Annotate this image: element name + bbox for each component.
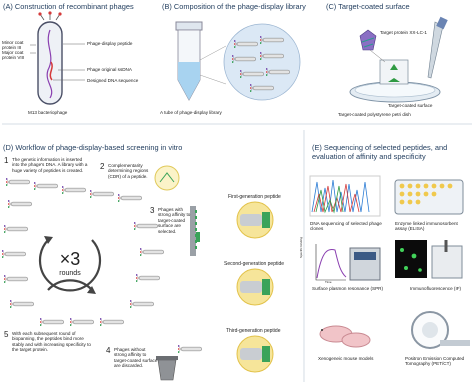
rounds-count: ×3 [59, 249, 81, 269]
phage-icon [6, 178, 30, 186]
phage-icon [136, 274, 160, 282]
axis-label: Time [325, 280, 332, 284]
phage-icon [4, 225, 28, 233]
panel-title: (C) Target-coated surface [326, 2, 410, 11]
generations [190, 201, 274, 373]
label: Designed DNA sequence [87, 78, 139, 83]
step-text: Phages without strong affinity to target… [114, 347, 158, 369]
phage-icon [140, 248, 164, 256]
phage-icon [130, 300, 154, 308]
step-text: The genetic information is inserted into… [12, 157, 88, 173]
method-label: DNA sequencing of selected phage clones [310, 221, 382, 232]
method-images [309, 175, 470, 349]
phage-icon [34, 182, 58, 190]
panel-title: (B) Composition of the phage-display lib… [162, 2, 306, 11]
phage-icon [10, 300, 34, 308]
caption: M13 bacteriophage [28, 110, 68, 115]
phage-icon [2, 250, 26, 258]
step-text: Complementarity determining regions (CDR… [108, 163, 149, 179]
phage-icon [90, 190, 114, 198]
phage-icon [40, 318, 64, 326]
label: Phage original ssDNA [87, 67, 132, 72]
library-tube [175, 21, 301, 101]
caption: A tube of phage-display library [160, 110, 222, 115]
target-dish [349, 16, 448, 103]
step-number: 4 [106, 346, 111, 355]
biopanning-loop [2, 165, 202, 381]
panel-title: (E) Sequencing of selected peptides, and… [312, 143, 448, 161]
label: Target protein XX-LC-1 [380, 30, 427, 35]
m13-phage [30, 11, 85, 105]
method-label: Surface plasmon resonance (SPR) [312, 286, 383, 291]
phage-icon [100, 318, 124, 326]
label: Phage-display peptide [87, 41, 133, 46]
panel-title: (D) Workflow of phage-display-based scre… [3, 143, 183, 152]
phage-icon [4, 275, 28, 283]
phage-icon [8, 200, 32, 208]
step-number: 1 [4, 156, 9, 165]
phage-icon [178, 345, 202, 353]
phage-icon [134, 222, 158, 230]
method-label: Positron Emission Computed Tomography (P… [405, 356, 465, 367]
step-number: 2 [100, 162, 105, 171]
panel-title: (A) Construction of recombinant phages [3, 2, 134, 11]
rounds-label: rounds [59, 270, 81, 277]
step-text: Phages with strong affinity to target-co… [158, 207, 191, 234]
step-text: With each subsequent round of biopanning… [12, 331, 91, 353]
method-label: Xenogeneic mouse models [318, 356, 374, 361]
axis-label: Specific binding [299, 236, 303, 258]
caption: Target-coated polystyrene petri dish [338, 112, 411, 117]
label: Minor coat protein III [2, 40, 24, 51]
generation-label: Second-generation peptide [224, 261, 285, 267]
label: Target-coated surface [388, 103, 433, 108]
phage-icon [70, 318, 94, 326]
method-label: Immunofluorescence (IF) [410, 286, 462, 291]
method-label: Enzyme linked immunosorbent assay (ELISA… [395, 221, 458, 232]
step-number: 3 [150, 206, 155, 215]
step-number: 5 [4, 330, 9, 339]
generation-label: Third-generation peptide [226, 328, 281, 334]
phage-icon [118, 194, 142, 202]
generation-label: First-generation peptide [228, 194, 281, 200]
phage-icon [62, 186, 86, 194]
label: Major coat protein VIII [2, 50, 25, 61]
